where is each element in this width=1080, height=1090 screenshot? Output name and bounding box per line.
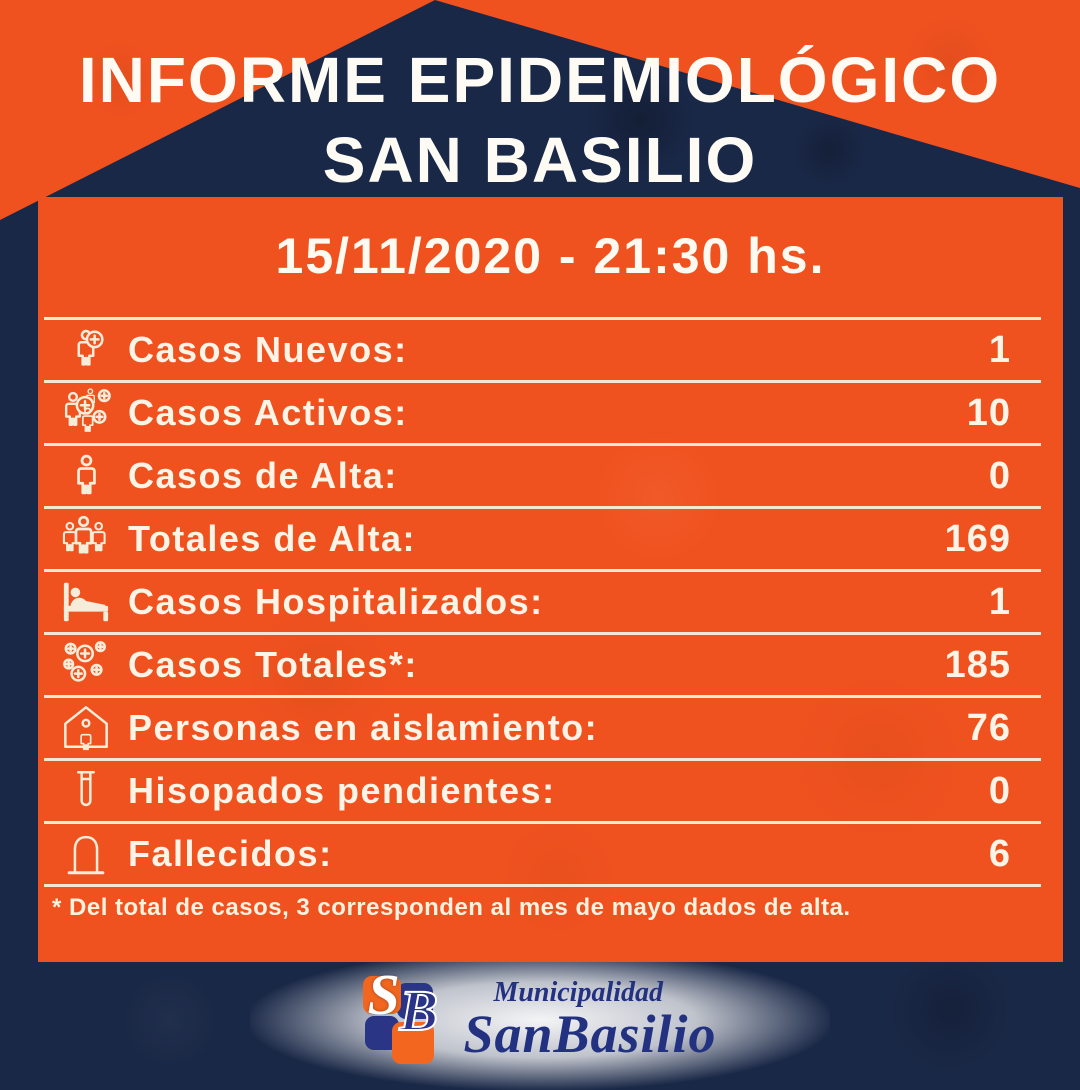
- municipality-logo: S B Municipalidad SanBasilio: [0, 962, 1080, 1080]
- report-footnote: * Del total de casos, 3 corresponden al …: [52, 894, 851, 921]
- people-icon: [44, 514, 128, 564]
- row-label: Casos Totales*:: [128, 644, 418, 685]
- table-row: Casos Totales*: 185: [44, 632, 1041, 695]
- row-label: Totales de Alta:: [128, 518, 417, 559]
- monogram-square-navy-tr: [397, 983, 434, 1019]
- sb-monogram: S B: [363, 966, 449, 1066]
- logo-text: Municipalidad SanBasilio: [463, 977, 717, 1064]
- monogram-square-orange-tl: [363, 976, 402, 1014]
- row-label: Casos Nuevos:: [128, 329, 408, 370]
- report-panel: 15/11/2020 - 21:30 hs. Casos Nuevos: 1 Ca…: [38, 197, 1063, 962]
- table-row: Totales de Alta: 169: [44, 506, 1041, 569]
- row-value: 1: [988, 328, 1011, 371]
- person-icon: [44, 451, 128, 501]
- people-plus-icon: [44, 388, 128, 438]
- row-label: Casos Activos:: [128, 392, 408, 433]
- hospital-bed-icon: [44, 577, 128, 627]
- row-value: 0: [988, 769, 1011, 812]
- row-value: 169: [944, 517, 1011, 560]
- org-name-top: Municipalidad: [493, 977, 664, 1008]
- row-label: Casos de Alta:: [128, 455, 398, 496]
- page-title-line2: SAN BASILIO: [322, 124, 758, 196]
- table-row: Casos Nuevos: 1: [44, 317, 1041, 380]
- row-label: Hisopados pendientes:: [128, 770, 556, 811]
- footer-band: S B Municipalidad SanBasilio: [0, 950, 1080, 1090]
- report-rows: Casos Nuevos: 1 Casos Activos: 10 Casos de…: [44, 317, 1041, 887]
- table-row: Casos de Alta: 0: [44, 443, 1041, 506]
- table-row: Personas en aislamiento: 76: [44, 695, 1041, 758]
- row-label: Personas en aislamiento:: [128, 707, 599, 748]
- table-row: Casos Activos: 10: [44, 380, 1041, 443]
- row-label: Casos Hospitalizados:: [128, 581, 544, 622]
- virus-cluster-icon: [44, 640, 128, 690]
- monogram-letter-b: B: [398, 978, 439, 1043]
- tombstone-icon: [44, 829, 128, 879]
- row-value: 6: [988, 832, 1011, 875]
- test-tube-icon: [44, 766, 128, 816]
- table-row: Fallecidos: 6: [44, 821, 1041, 884]
- row-label: Fallecidos:: [128, 833, 333, 874]
- row-value: 10: [966, 391, 1011, 434]
- page-title: INFORME EPIDEMIOLÓGICO SAN BASILIO: [0, 40, 1080, 200]
- monogram-square-orange-br: [392, 1022, 435, 1064]
- row-value: 1: [988, 580, 1011, 623]
- logo-glow: [250, 950, 830, 1090]
- monogram-letter-s: S: [367, 962, 400, 1027]
- report-date-block: 15/11/2020 - 21:30 hs.: [38, 197, 1063, 315]
- report-datetime: 15/11/2020 - 21:30 hs.: [275, 228, 826, 284]
- row-value: 185: [944, 643, 1011, 686]
- row-separator: [44, 884, 1041, 887]
- row-value: 0: [988, 454, 1011, 497]
- org-name-bottom: SanBasilio: [463, 1004, 717, 1064]
- row-value: 76: [966, 706, 1011, 749]
- page-title-line1: INFORME EPIDEMIOLÓGICO: [78, 44, 1002, 116]
- table-row: Hisopados pendientes: 0: [44, 758, 1041, 821]
- person-home-icon: [44, 703, 128, 753]
- table-row: Casos Hospitalizados: 1: [44, 569, 1041, 632]
- person-plus-icon: [44, 325, 128, 375]
